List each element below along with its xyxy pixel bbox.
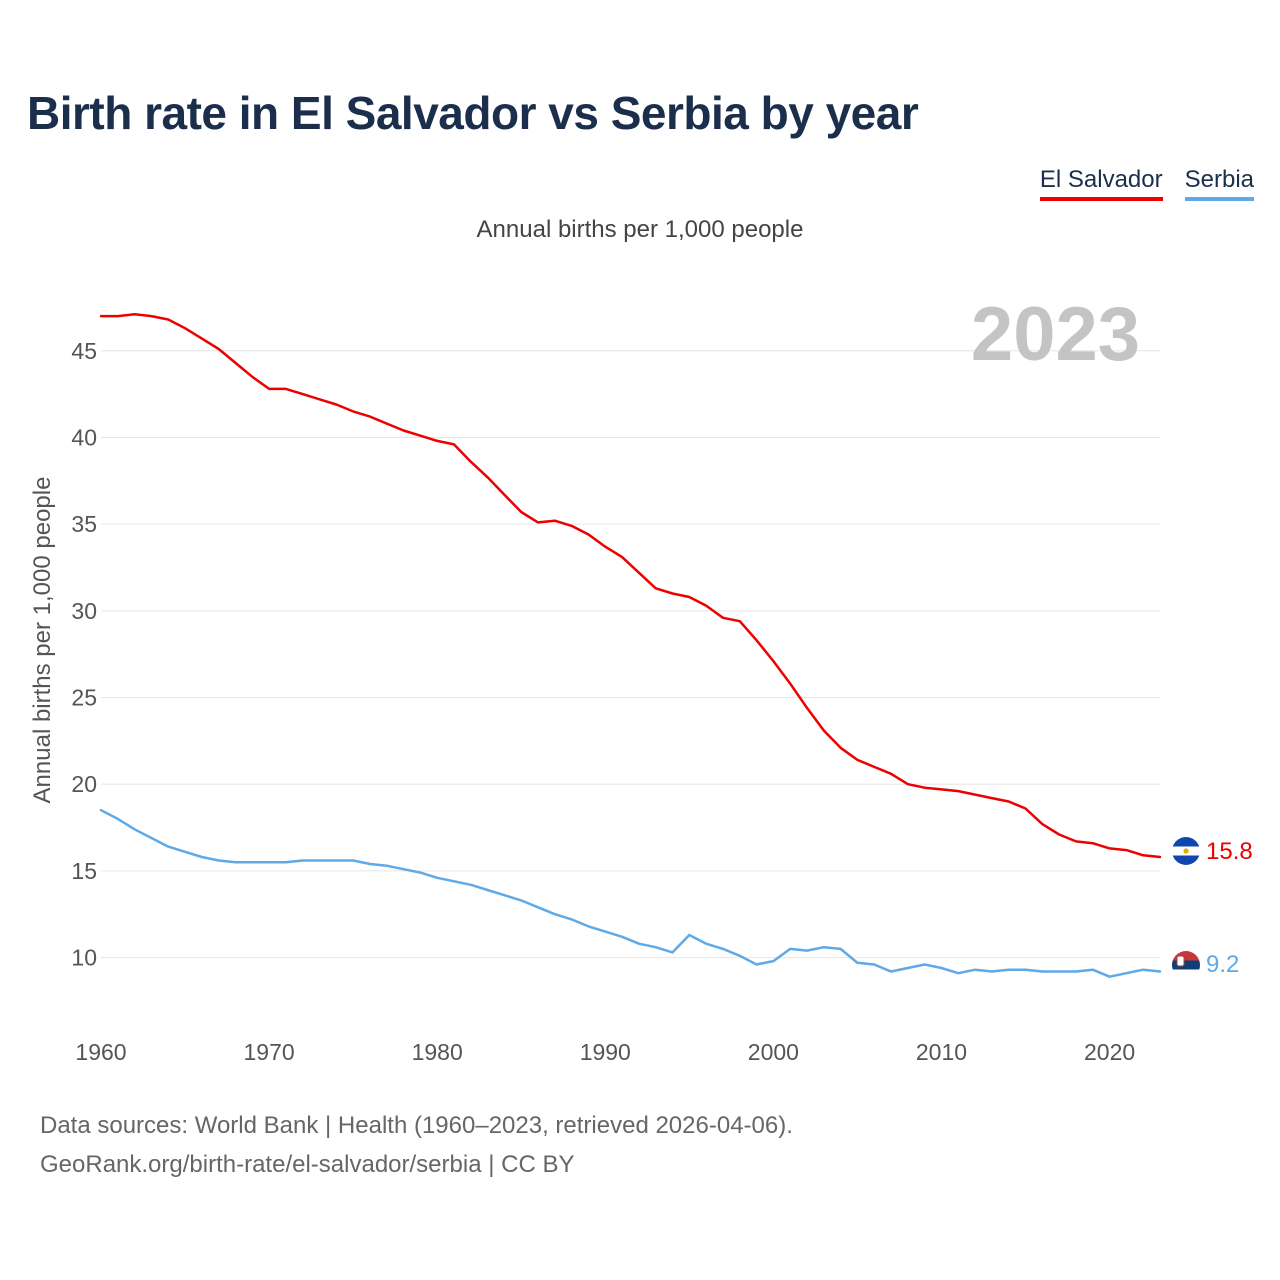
line-chart: 10 15 20 25 30 35 40 45 1960 1970 1980 1990 2000 2010… [29, 292, 1253, 1065]
x-tick-label: 2000 [748, 1039, 799, 1065]
series-lines [99, 313, 1162, 978]
el-salvador-flag-icon [1172, 837, 1200, 865]
y-tick-label: 15 [71, 858, 97, 884]
y-axis-label: Annual births per 1,000 people [29, 477, 56, 804]
series-line-el-salvador [99, 313, 1162, 859]
series-line-serbia [99, 808, 1162, 978]
axes: 10 15 20 25 30 35 40 45 1960 1970 1980 1990 2000 2010… [71, 338, 1135, 1065]
chart-title: Birth rate in El Salvador vs Serbia by y… [27, 87, 919, 139]
footer: Data sources: World Bank | Health (1960–… [40, 1106, 793, 1184]
end-label-el-salvador: 15.8 [1206, 838, 1253, 865]
legend: El Salvador Serbia [1039, 166, 1254, 201]
x-tick-label: 1960 [75, 1039, 126, 1065]
footer-sources: Data sources: World Bank | Health (1960–… [40, 1112, 793, 1139]
y-tick-label: 35 [71, 511, 97, 537]
y-tick-label: 30 [71, 598, 97, 624]
x-tick-label: 1980 [412, 1039, 463, 1065]
y-tick-label: 10 [71, 945, 97, 971]
footer-attribution: GeoRank.org/birth-rate/el-salvador/serbi… [40, 1151, 575, 1178]
x-tick-label: 1970 [244, 1039, 295, 1065]
y-tick-label: 25 [71, 685, 97, 711]
legend-item-serbia[interactable]: Serbia [1184, 166, 1254, 201]
chart-subtitle: Annual births per 1,000 people [476, 216, 804, 243]
x-tick-label: 1990 [580, 1039, 631, 1065]
y-tick-label: 20 [71, 771, 97, 797]
x-tick-label: 2010 [916, 1039, 967, 1065]
year-label: 2023 [971, 292, 1140, 377]
gridlines [101, 350, 1160, 959]
end-label-serbia: 9.2 [1206, 951, 1239, 978]
x-tick-label: 2020 [1084, 1039, 1135, 1065]
legend-item-el-salvador[interactable]: El Salvador [1039, 166, 1163, 201]
y-tick-label: 40 [71, 424, 97, 450]
serbia-flag-icon [1172, 951, 1200, 979]
y-tick-label: 45 [71, 338, 97, 364]
